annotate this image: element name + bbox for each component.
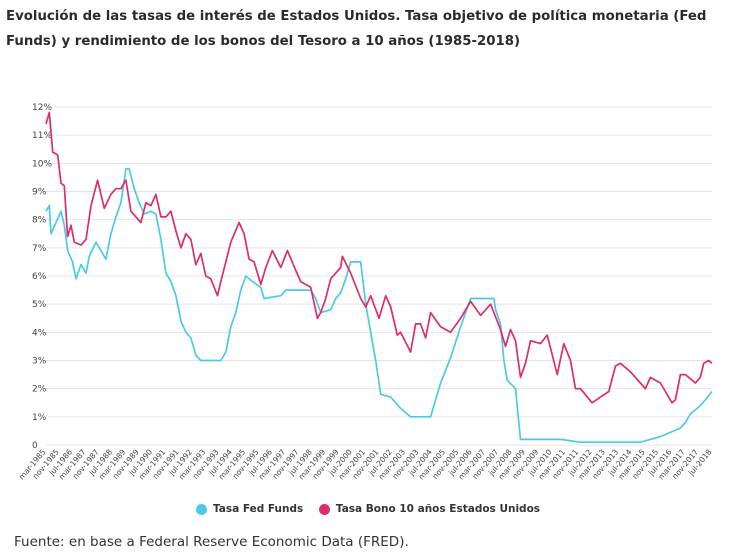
y-tick-label: 6% <box>32 272 47 282</box>
y-tick-label: 9% <box>32 188 47 198</box>
legend-label-bond: Tasa Bono 10 años Estados Unidos <box>335 503 541 515</box>
grid-lines <box>46 106 712 446</box>
y-tick-label: 3% <box>32 357 47 367</box>
y-axis-ticks: 0 1% 2% 3% 4% 5% 6% 7% 8% 9% 10% 11% 12% <box>32 103 52 451</box>
y-tick-label: 8% <box>32 216 47 226</box>
legend-label-fed: Tasa Fed Funds <box>212 503 304 515</box>
x-axis-ticks: mar-1985nov-1985jul-1986mar-1987nov-1987… <box>17 447 714 481</box>
y-tick-label: 11% <box>32 131 52 141</box>
y-tick-label: 7% <box>32 244 47 254</box>
legend-item-fed[interactable]: Tasa Fed Funds <box>195 503 304 515</box>
y-tick-label: 4% <box>32 328 47 338</box>
series-lines <box>45 111 713 444</box>
fed-funds-line <box>45 168 713 444</box>
source-note: Fuente: en base a Federal Reserve Econom… <box>14 534 409 550</box>
bond-10y-line <box>45 111 713 404</box>
y-tick-label: 1% <box>32 413 47 423</box>
y-tick-label: 0 <box>32 441 38 451</box>
legend-item-bond[interactable]: Tasa Bono 10 años Estados Unidos <box>318 503 541 515</box>
y-tick-label: 5% <box>32 300 47 310</box>
chart-canvas: 0 1% 2% 3% 4% 5% 6% 7% 8% 9% 10% 11% 12% mar-1985nov… <box>17 103 714 481</box>
legend-swatch-fed <box>195 503 207 515</box>
y-tick-label: 12% <box>32 103 52 113</box>
y-tick-label: 2% <box>32 385 47 395</box>
legend-swatch-bond <box>318 503 330 515</box>
chart-title: Evolución de las tasas de interés de Est… <box>6 9 707 49</box>
y-tick-label: 10% <box>32 159 52 169</box>
legend: Tasa Fed Funds Tasa Bono 10 años Estados… <box>0 503 736 518</box>
